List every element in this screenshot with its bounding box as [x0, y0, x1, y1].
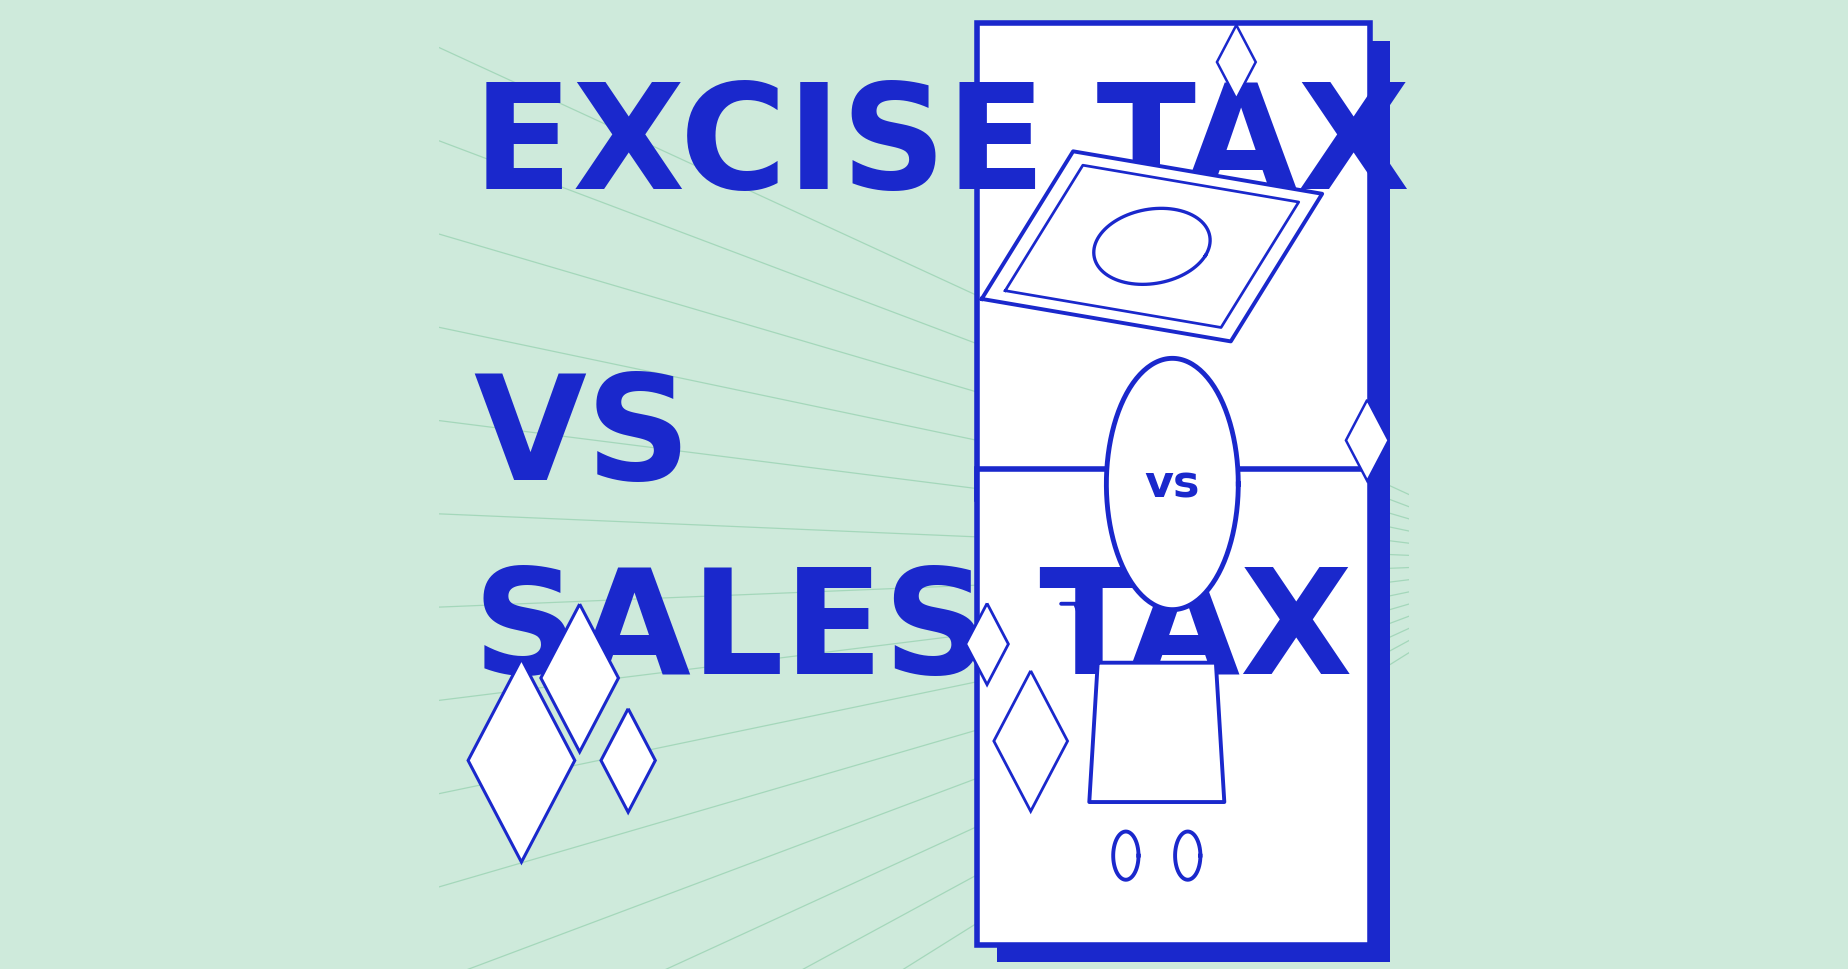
Text: EXCISE TAX: EXCISE TAX: [473, 78, 1410, 218]
Polygon shape: [981, 152, 1321, 342]
Bar: [996, 487, 1390, 962]
Bar: [978, 470, 1369, 945]
Text: VS: VS: [473, 368, 691, 509]
Polygon shape: [1094, 209, 1210, 285]
PathPatch shape: [468, 659, 575, 862]
PathPatch shape: [994, 672, 1068, 811]
PathPatch shape: [1218, 26, 1257, 100]
Polygon shape: [1088, 663, 1225, 802]
Polygon shape: [1112, 831, 1138, 880]
PathPatch shape: [601, 709, 656, 812]
Polygon shape: [1175, 831, 1201, 880]
Text: SALES TAX: SALES TAX: [473, 562, 1353, 703]
PathPatch shape: [967, 604, 1009, 685]
Bar: [978, 24, 1369, 499]
Bar: [996, 42, 1390, 516]
Text: vs: vs: [1144, 463, 1199, 506]
PathPatch shape: [1345, 400, 1388, 482]
Polygon shape: [1107, 359, 1238, 610]
PathPatch shape: [541, 605, 619, 752]
